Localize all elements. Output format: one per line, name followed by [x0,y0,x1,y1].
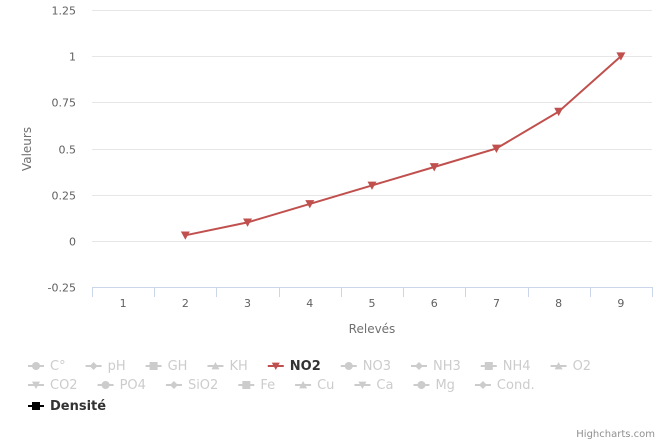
legend-symbol-marker [344,362,353,370]
legend-label: GH [168,359,188,374]
y-tick-label: 0.25 [52,190,77,203]
x-tick-label: 4 [306,297,313,310]
legend-label: CO2 [50,378,78,393]
y-tick-label: 1 [69,51,76,64]
x-tick-label: 3 [244,297,251,310]
legend-item[interactable]: NO3 [340,359,391,374]
legend: C° pH GH KH NO2 NO3 NH3 NH4 O2 CO2 PO4 SiO2 Fe Cu Ca Mg… [28,359,591,414]
legend-symbol-marker [358,381,367,389]
y-tick-label: 0 [69,236,76,249]
legend-item[interactable]: Densité [28,399,106,414]
legend-item[interactable]: KH [207,359,248,374]
x-tick-label: 9 [617,297,624,310]
legend-symbol-marker [211,362,220,370]
legend-item[interactable]: O2 [550,359,592,374]
legend-item[interactable]: Cu [295,378,334,393]
legend-symbol-marker [478,381,487,389]
legend-symbol-marker [89,362,98,370]
data-point[interactable] [554,107,564,117]
data-point[interactable] [243,218,253,227]
y-tick-label: 0.75 [52,97,77,110]
x-axis: 1 2 3 4 5 6 7 8 9 [92,287,653,310]
legend-item[interactable]: Ca [354,378,393,393]
legend-item[interactable]: PO4 [97,378,146,393]
legend-label: SiO2 [188,378,218,393]
legend-label: Fe [260,378,275,393]
legend-symbol-marker [32,381,40,389]
credits-link[interactable]: Highcharts.com [576,429,655,440]
legend-symbol-marker [169,381,178,389]
legend-label: Densité [50,399,106,414]
legend-item[interactable]: Mg [413,378,455,393]
legend-label: NO3 [363,359,391,374]
data-point[interactable] [616,52,626,61]
legend-symbol-marker [32,402,40,410]
legend-item[interactable]: NO2 [267,359,321,374]
legend-label: C° [50,359,66,374]
legend-item[interactable]: SiO2 [165,378,218,393]
legend-label: Cu [317,378,334,393]
x-axis-title: Relevés [349,322,396,336]
data-point[interactable] [367,181,377,190]
legend-label: Cond. [497,378,535,393]
legend-symbol-marker [415,362,423,370]
legend-item[interactable]: Cond. [474,378,535,393]
legend-item[interactable]: Fe [238,378,275,393]
legend-symbol-marker [299,381,308,389]
y-tick-label: 0.5 [59,144,77,157]
legend-label: PO4 [120,378,146,393]
legend-symbol-marker [554,362,563,370]
series-line [185,55,622,237]
y-tick-label: -0.25 [48,282,76,295]
data-point[interactable] [491,144,501,153]
legend-symbol-marker [149,362,158,370]
legend-item[interactable]: GH [145,359,188,374]
legend-symbol-marker [484,362,493,370]
legend-item[interactable]: CO2 [28,378,78,393]
y-tick-label: 1.25 [52,5,77,18]
y-axis: -0.25 0 0.25 0.5 0.75 1 1.25 [48,5,76,295]
legend-label: Ca [376,378,393,393]
series-layer [180,52,626,240]
legend-item[interactable]: C° [28,359,66,374]
x-tick-label: 6 [431,297,438,310]
legend-symbol-marker [101,381,110,389]
x-tick-label: 5 [369,297,376,310]
legend-symbol-marker [32,362,40,370]
legend-symbol-marker [417,381,426,389]
x-tick-label: 1 [120,297,127,310]
legend-symbol-marker [242,381,251,389]
legend-label: NH3 [433,359,461,374]
legend-item[interactable]: NH4 [480,359,531,374]
legend-label: NH4 [503,359,531,374]
legend-item[interactable]: pH [85,359,126,374]
legend-label: pH [108,359,126,374]
legend-label: Mg [435,378,454,393]
x-tick-label: 2 [182,297,189,310]
legend-label: NO2 [290,359,321,374]
x-tick-label: 8 [555,297,562,310]
legend-label: O2 [573,359,592,374]
y-axis-title: Valeurs [20,127,34,171]
legend-label: KH [229,359,247,374]
legend-symbol-marker [271,362,280,370]
data-point[interactable] [429,163,439,172]
legend-item[interactable]: NH3 [411,359,461,374]
data-point[interactable] [180,231,190,240]
grid-lines [92,10,652,288]
data-point[interactable] [305,200,315,209]
x-tick-label: 7 [493,297,500,310]
